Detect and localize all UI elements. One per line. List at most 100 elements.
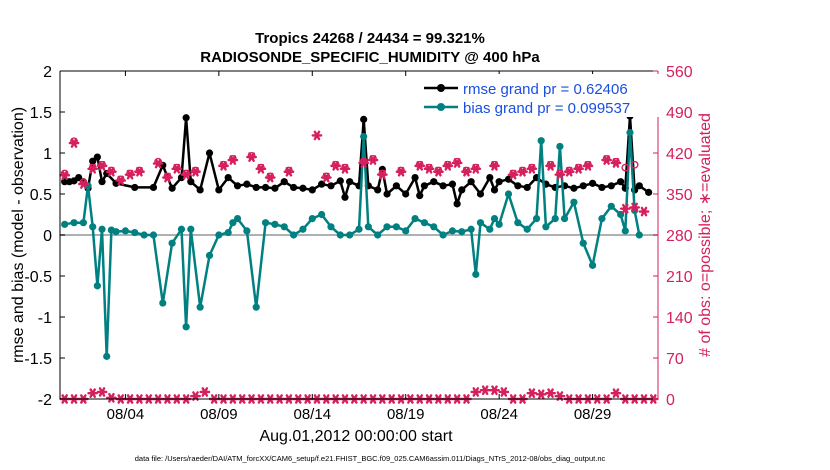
rmse-point (598, 183, 606, 192)
obs-bottom-point (535, 389, 547, 400)
obs-evaluated-point (451, 158, 463, 168)
bias-point (177, 225, 186, 233)
bias-point (205, 251, 214, 260)
obs-bottom-point (554, 391, 566, 401)
y-left-tick-label: 0 (43, 228, 52, 245)
obs-star-core (220, 163, 227, 169)
obs-evaluated-point (582, 161, 594, 171)
obs-star-core (379, 172, 385, 178)
bias-point (588, 261, 597, 269)
obs-star-core (267, 175, 273, 181)
rmse-point (252, 183, 260, 192)
rmse-point (327, 182, 335, 190)
rmse-point (205, 149, 214, 157)
bias-point (98, 225, 106, 233)
y-left-tick-label: 1 (43, 146, 52, 163)
obs-star-core (361, 160, 367, 166)
obs-star-core (547, 390, 554, 396)
rmse-point (430, 178, 438, 186)
obs-evaluated-point (517, 166, 528, 177)
footer-data-file: data file: /Users/raeder/DAI/ATM_forcXX/… (135, 454, 606, 463)
rmse-point (243, 180, 251, 188)
x-tick-label: 08/09 (200, 406, 238, 423)
bias-point (187, 225, 195, 233)
bias-point (374, 231, 382, 239)
rmse-point (383, 190, 391, 198)
y-left-tick-label: 0.5 (30, 187, 52, 204)
obs-evaluated-point (554, 169, 566, 180)
obs-star-core (118, 177, 124, 184)
obs-evaluated-point (105, 166, 117, 177)
bias-point (89, 223, 97, 231)
rmse-point (346, 178, 354, 186)
y-left-tick-label: 1.5 (30, 105, 52, 122)
bias-point (420, 219, 429, 227)
obs-star-core (183, 172, 189, 178)
obs-evaluated-point (77, 179, 89, 189)
rmse-point (308, 186, 316, 194)
bias-point (411, 215, 419, 223)
obs-evaluated-point (59, 170, 71, 181)
obs-evaluated-point (255, 163, 267, 174)
bias-point (402, 227, 410, 235)
obs-star-core (575, 166, 582, 172)
obs-evaluated-point (507, 169, 519, 180)
rmse-point (476, 190, 485, 198)
obs-evaluated-point (218, 161, 229, 171)
obs-star-core (99, 163, 105, 169)
rmse-point (570, 184, 578, 192)
bias-point (215, 231, 223, 239)
obs-bottom-point (526, 388, 538, 398)
rmse-point (579, 182, 587, 190)
rmse-point (392, 182, 400, 190)
obs-evaluated-point (320, 172, 332, 183)
y-right-tick-label: 70 (666, 351, 684, 368)
obs-star-core (622, 206, 628, 212)
bias-point (579, 239, 587, 247)
bias-point (93, 282, 101, 290)
bias-point (537, 137, 545, 145)
obs-bottom-point (479, 385, 491, 396)
obs-star-core (501, 389, 507, 395)
obs-star-core (258, 166, 264, 172)
y-right-tick-label: 140 (666, 310, 693, 327)
bias-point (243, 227, 251, 235)
legend-bias-label: bias grand pr = 0.099537 (463, 100, 630, 117)
bias-point (318, 210, 326, 219)
obs-evaluated-point (87, 163, 99, 174)
obs-star-core (99, 389, 105, 395)
bias-point (495, 220, 503, 228)
obs-evaluated-point (124, 169, 136, 180)
rmse-point (168, 184, 176, 192)
rmse-point (523, 183, 531, 192)
rmse-point (299, 184, 307, 192)
rmse-point (453, 200, 461, 208)
bias-point (327, 223, 335, 231)
obs-evaluated-point (152, 158, 164, 169)
obs-star-core (585, 163, 591, 169)
obs-star-core (454, 160, 460, 166)
obs-star-core (174, 166, 180, 172)
obs-star-core (557, 172, 563, 178)
y-right-tick-label: 490 (666, 105, 693, 122)
rmse-point (420, 182, 429, 190)
y-left-tick-label: -0.5 (24, 269, 52, 286)
obs-evaluated-point (180, 169, 192, 180)
bias-point (252, 303, 260, 311)
y-axis-left-label: rmse and bias (model - observation) (10, 107, 27, 363)
bias-point (355, 225, 363, 233)
bias-point (430, 223, 438, 231)
obs-star-core (417, 163, 423, 169)
obs-evaluated-point (96, 161, 108, 171)
obs-star-core (108, 169, 114, 175)
rmse-point (215, 186, 223, 194)
rmse-point (486, 174, 494, 182)
obs-bottom-point (87, 388, 99, 398)
obs-evaluated-point (414, 161, 426, 171)
bias-point (280, 223, 288, 231)
bias-point (336, 231, 344, 239)
obs-star-core (398, 169, 404, 175)
obs-star-core (370, 157, 376, 163)
bias-point (490, 215, 499, 223)
